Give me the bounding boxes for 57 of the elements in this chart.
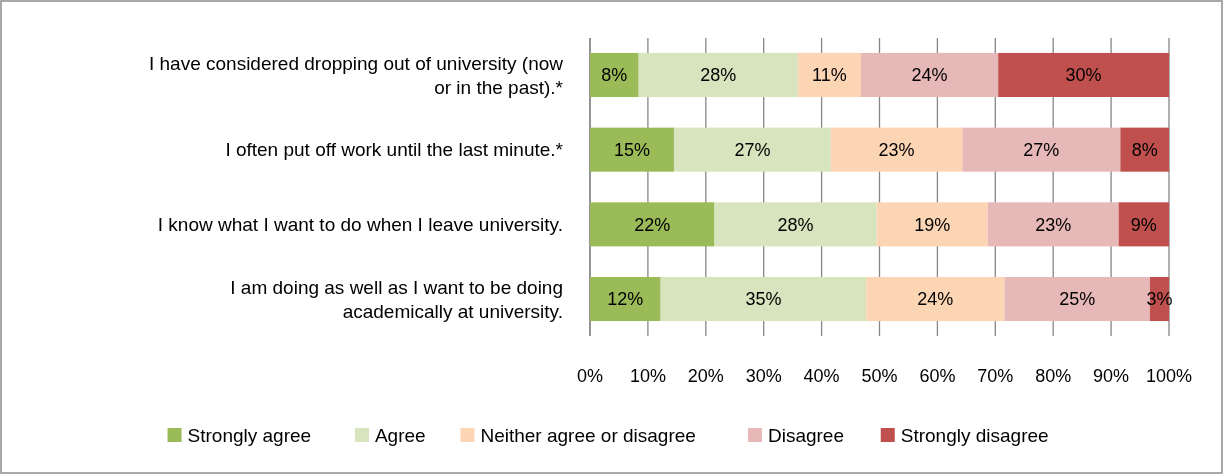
x-tick-label: 20% (687, 366, 724, 386)
data-label: 30% (1065, 65, 1102, 86)
x-tick-label: 100% (1145, 366, 1193, 386)
bar (673, 127, 831, 172)
bar (1120, 127, 1169, 172)
data-label: 35% (745, 289, 782, 310)
x-tick-label: 60% (919, 366, 956, 386)
x-tick-label: 80% (1035, 366, 1072, 386)
data-label: 15% (613, 139, 650, 160)
bar (638, 52, 798, 97)
data-label: 23% (878, 139, 915, 160)
data-label: 25% (1059, 289, 1096, 310)
bar (590, 277, 661, 322)
bar (866, 277, 1005, 322)
bar (1118, 202, 1169, 247)
legend-label: Agree (374, 424, 426, 446)
x-tick-label: 90% (1093, 366, 1130, 386)
bar (860, 52, 999, 97)
x-tick-label: 70% (977, 366, 1014, 386)
x-tick-label: 30% (745, 366, 782, 386)
data-label: 23% (1035, 214, 1072, 235)
bar (876, 202, 988, 247)
bar (830, 127, 963, 172)
bar (962, 127, 1121, 172)
data-label: 22% (634, 214, 671, 235)
bar (998, 52, 1169, 97)
data-label: 11% (812, 65, 847, 86)
bar (714, 202, 877, 247)
data-label: 19% (914, 214, 951, 235)
data-label: 8% (1131, 139, 1158, 160)
legend-label: Disagree (767, 424, 844, 446)
data-label: 8% (601, 65, 628, 86)
y-tick-label: I have considered dropping out of university (now or in the past).* (148, 52, 564, 98)
x-tick-label: 0% (576, 366, 604, 386)
bar (987, 202, 1119, 247)
x-tick-label: 10% (629, 366, 666, 386)
y-tick-label: I often put off work until the last minute.* (225, 139, 564, 161)
legend-label: Neither agree or disagree (480, 424, 696, 446)
bar (590, 127, 674, 172)
data-label: 24% (911, 65, 948, 86)
data-label: 12% (607, 289, 644, 310)
y-tick-label: I am doing as well as I want to be doing academically at university. (230, 276, 563, 322)
data-label: 27% (734, 139, 771, 160)
x-tick-label: 50% (861, 366, 898, 386)
bar (660, 277, 867, 322)
data-label: 9% (1130, 214, 1157, 235)
data-label: 24% (917, 289, 954, 310)
data-label: 27% (1023, 139, 1060, 160)
bar (797, 52, 861, 97)
bar (590, 52, 639, 97)
data-label: 28% (777, 214, 814, 235)
data-label: 28% (700, 65, 737, 86)
legend-label: Strongly agree (187, 424, 312, 446)
legend-label: Strongly disagree (900, 424, 1049, 446)
bar (590, 202, 715, 247)
y-tick-label: I know what I want to do when I leave university. (157, 213, 563, 235)
x-tick-label: 40% (803, 366, 840, 386)
